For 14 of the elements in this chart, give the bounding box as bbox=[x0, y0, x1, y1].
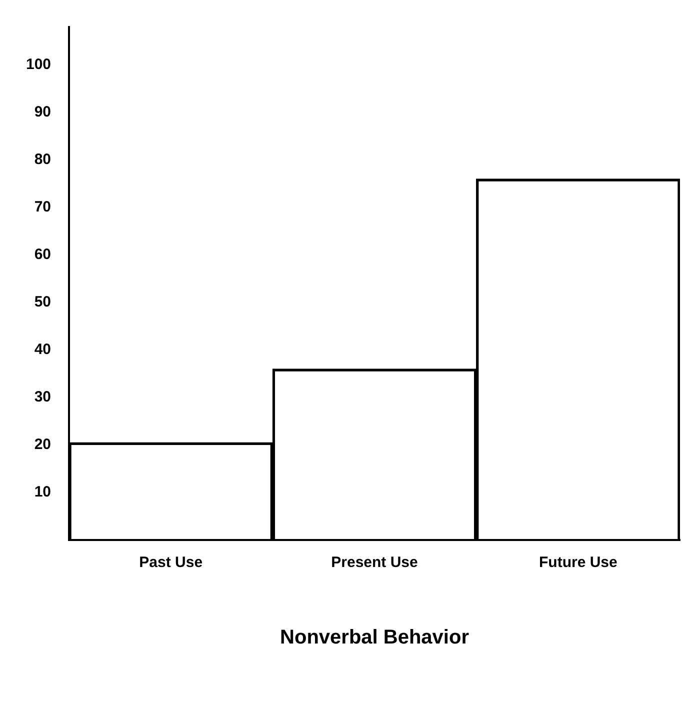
y-tick-label: 20 bbox=[34, 436, 52, 454]
x-tick-label: Future Use bbox=[538, 554, 618, 572]
y-tick-label: 60 bbox=[34, 246, 52, 264]
y-tick-label: 50 bbox=[34, 294, 52, 311]
y-tick-label: 70 bbox=[34, 198, 52, 216]
y-tick-label: 30 bbox=[34, 388, 52, 406]
x-tick-label: Present Use bbox=[331, 554, 418, 572]
x-axis-title: Nonverbal Behavior bbox=[280, 626, 470, 649]
y-tick-label: 100 bbox=[26, 56, 52, 74]
y-tick-label: 80 bbox=[34, 151, 52, 168]
x-tick-label: Past Use bbox=[139, 554, 203, 572]
y-tick-label: 40 bbox=[34, 341, 52, 358]
y-tick-label: 10 bbox=[34, 484, 52, 501]
y-tick-label: 90 bbox=[34, 104, 52, 121]
